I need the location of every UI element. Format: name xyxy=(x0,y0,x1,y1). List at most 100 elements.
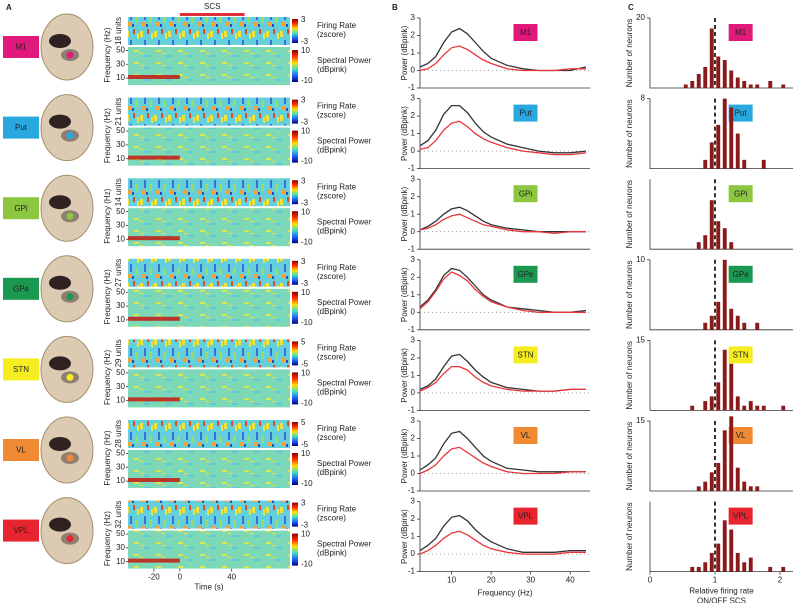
firing-colorbar xyxy=(292,341,298,366)
y-tick-label: -1 xyxy=(408,486,416,495)
histogram-bar xyxy=(722,259,727,330)
freq-tick-label: 30 xyxy=(116,382,125,391)
recording-site xyxy=(66,373,74,381)
freq-tick-label: 10 xyxy=(116,557,125,566)
histogram-bar xyxy=(722,228,727,250)
freq-axis-label: Frequency (Hz) xyxy=(103,511,112,566)
histogram-bar xyxy=(748,84,753,88)
region-box xyxy=(513,427,538,444)
histogram-bar xyxy=(716,463,721,491)
histogram-bar xyxy=(729,529,734,572)
x-axis-label: ON/OFF SCS xyxy=(697,597,746,603)
freq-axis-label: Frequency (Hz) xyxy=(103,108,112,163)
freq-tick-label: 50 xyxy=(116,207,125,216)
axis-line xyxy=(649,98,793,169)
freq-tick-label: 30 xyxy=(116,301,125,310)
histogram-bar xyxy=(768,81,773,88)
brain-slice xyxy=(40,255,94,323)
spectrum-line xyxy=(419,120,587,156)
firing-colorbar xyxy=(292,19,298,43)
y-axis-label: Number of neurons xyxy=(625,502,634,570)
spectrum-line xyxy=(419,213,586,235)
y-tick-label: -1 xyxy=(408,164,416,173)
firing-label: (zscore) xyxy=(317,191,346,200)
histogram-bar xyxy=(703,322,708,330)
firing-colorbar xyxy=(292,180,298,205)
power-label: (dBpink) xyxy=(317,146,347,155)
y-tick-label: 0 xyxy=(411,307,416,316)
firing-colorbar xyxy=(292,422,298,446)
region-label: VL xyxy=(16,446,26,455)
power-range-min: -10 xyxy=(301,76,313,85)
chart-title: GPi xyxy=(734,189,748,198)
power-label: Spectral Power xyxy=(317,459,372,468)
freq-tick-label: 10 xyxy=(116,315,125,324)
x-tick-label: 20 xyxy=(487,576,496,585)
firing-label: (zscore) xyxy=(317,111,346,120)
y-tick-label: 2 xyxy=(411,434,416,443)
freq-tick-label: 50 xyxy=(116,46,125,55)
y-tick-label: 2 xyxy=(411,272,416,281)
histogram-bar xyxy=(722,520,727,572)
freq-tick-label: 50 xyxy=(116,287,125,296)
axis-line xyxy=(649,179,793,250)
power-colorbar xyxy=(292,533,298,566)
region-box xyxy=(728,24,753,41)
firing-label: (zscore) xyxy=(317,272,346,281)
histogram-bar xyxy=(703,235,708,250)
power-heatmap xyxy=(128,530,290,569)
firing-label: Firing Rate xyxy=(317,505,357,514)
histogram-bar xyxy=(781,405,786,411)
histogram-bar xyxy=(742,481,747,491)
freq-tick-label: 10 xyxy=(116,234,125,243)
power-band xyxy=(128,155,180,160)
x-axis-label: Frequency (Hz) xyxy=(477,589,532,598)
freq-tick-label: 50 xyxy=(116,529,125,538)
freq-axis-label: Frequency (Hz) xyxy=(103,269,112,324)
chart-title: M1 xyxy=(520,28,532,37)
brain-slice xyxy=(40,94,94,162)
y-tick-label: -1 xyxy=(408,244,416,253)
spectrum-line xyxy=(419,365,586,392)
firing-range-max: 3 xyxy=(301,176,306,185)
y-tick-label: 1 xyxy=(411,532,416,541)
y-tick-label: 1 xyxy=(411,48,416,57)
chart-title: GPe xyxy=(517,270,534,279)
histogram-bar xyxy=(703,562,708,572)
histogram-bar xyxy=(709,552,714,572)
y-axis-label: Number of neurons xyxy=(625,180,634,248)
histogram-bar xyxy=(709,142,714,169)
histogram-bar xyxy=(729,70,734,88)
x-tick-label: 10 xyxy=(447,576,456,585)
power-label: (dBpink) xyxy=(317,65,347,74)
histogram-bar xyxy=(722,430,727,491)
y-tick-label: 3 xyxy=(411,416,416,425)
units-label: 27 units xyxy=(114,259,123,287)
spectrum-line xyxy=(419,530,586,555)
x-axis-label: Relative firing rate xyxy=(689,587,754,596)
spectrum-line xyxy=(419,446,586,475)
power-range-max: 10 xyxy=(301,530,310,539)
chart-title: GPe xyxy=(733,270,750,279)
time-tick-label: 0 xyxy=(178,573,183,582)
histogram-bar xyxy=(722,349,727,411)
firing-label: Firing Rate xyxy=(317,344,357,353)
firing-range-min: -3 xyxy=(301,37,309,46)
histogram-bar xyxy=(755,486,760,491)
power-band xyxy=(128,558,180,563)
power-label: (dBpink) xyxy=(317,468,347,477)
spectrum-line xyxy=(419,430,586,473)
units-label: 14 units xyxy=(114,178,123,206)
firing-range-max: 3 xyxy=(301,96,306,105)
power-colorbar xyxy=(292,130,298,163)
region-label: M1 xyxy=(15,43,27,52)
histogram-bar xyxy=(748,557,753,572)
power-range-max: 10 xyxy=(301,127,310,136)
region-label: Put xyxy=(15,123,28,132)
freq-axis-label: Frequency (Hz) xyxy=(103,350,112,405)
spectrum-line xyxy=(419,206,586,233)
firing-heatmap xyxy=(128,420,290,448)
chart-title: GPi xyxy=(519,189,533,198)
histogram-bar xyxy=(690,566,695,572)
power-heatmap xyxy=(128,127,290,166)
